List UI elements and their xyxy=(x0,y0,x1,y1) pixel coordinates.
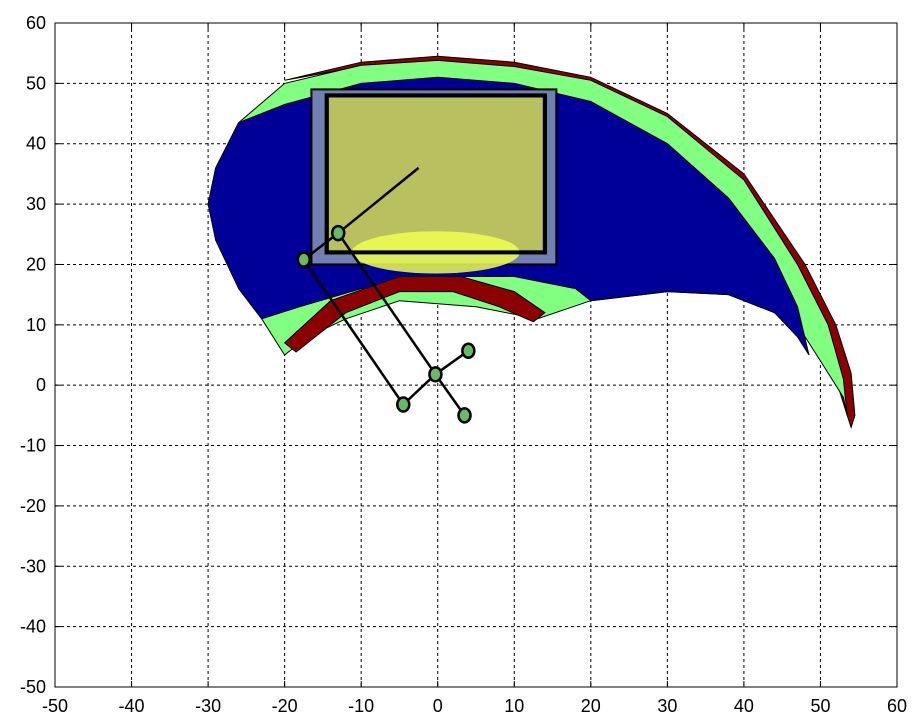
linkage-joint xyxy=(428,366,443,383)
x-tick-label: 60 xyxy=(887,696,907,716)
tick-layer: -50 -40 -30 -20 -10 0 10 20 30 40 50 60 -50 -40 -30 -20… xyxy=(20,13,907,716)
x-tick-label: 50 xyxy=(810,696,830,716)
linkage-joint xyxy=(396,396,411,413)
x-tick-label: -40 xyxy=(119,696,145,716)
linkage-segment xyxy=(302,258,405,406)
y-tick-label: -10 xyxy=(20,436,46,456)
x-tick-label: 40 xyxy=(734,696,754,716)
x-tick-label: 20 xyxy=(581,696,601,716)
linkage-joint xyxy=(457,407,472,424)
window-rect xyxy=(324,93,547,255)
x-tick-label: -30 xyxy=(195,696,221,716)
linkage-segment xyxy=(434,373,466,417)
x-tick-label: -20 xyxy=(272,696,298,716)
y-tick-label: 10 xyxy=(26,315,46,335)
linkage-segment xyxy=(337,232,437,376)
y-tick-label: -20 xyxy=(20,496,46,516)
y-tick-label: -50 xyxy=(20,677,46,697)
y-tick-label: 40 xyxy=(26,134,46,154)
y-tick-label: -40 xyxy=(20,617,46,637)
x-tick-label: 30 xyxy=(657,696,677,716)
y-tick-label: 0 xyxy=(36,375,46,395)
linkage-segment xyxy=(337,166,420,235)
y-tick-label: -30 xyxy=(20,556,46,576)
linkage-joint xyxy=(296,251,312,268)
inner-rim-shape xyxy=(283,276,546,353)
y-tick-label: 20 xyxy=(26,254,46,274)
y-tick-label: 60 xyxy=(26,13,46,33)
linkage-joint xyxy=(461,342,476,360)
shape-layer xyxy=(207,55,856,430)
y-tick-label: 30 xyxy=(26,194,46,214)
window-border xyxy=(324,93,547,255)
x-tick-label: 0 xyxy=(433,696,443,716)
axes-box xyxy=(54,22,898,688)
linkage-joint xyxy=(330,224,346,242)
x-tick-label: 10 xyxy=(504,696,524,716)
x-tick-label: -10 xyxy=(348,696,374,716)
x-tick-label: -50 xyxy=(42,696,68,716)
linkage-layer xyxy=(296,166,476,424)
y-tick-label: 50 xyxy=(26,73,46,93)
